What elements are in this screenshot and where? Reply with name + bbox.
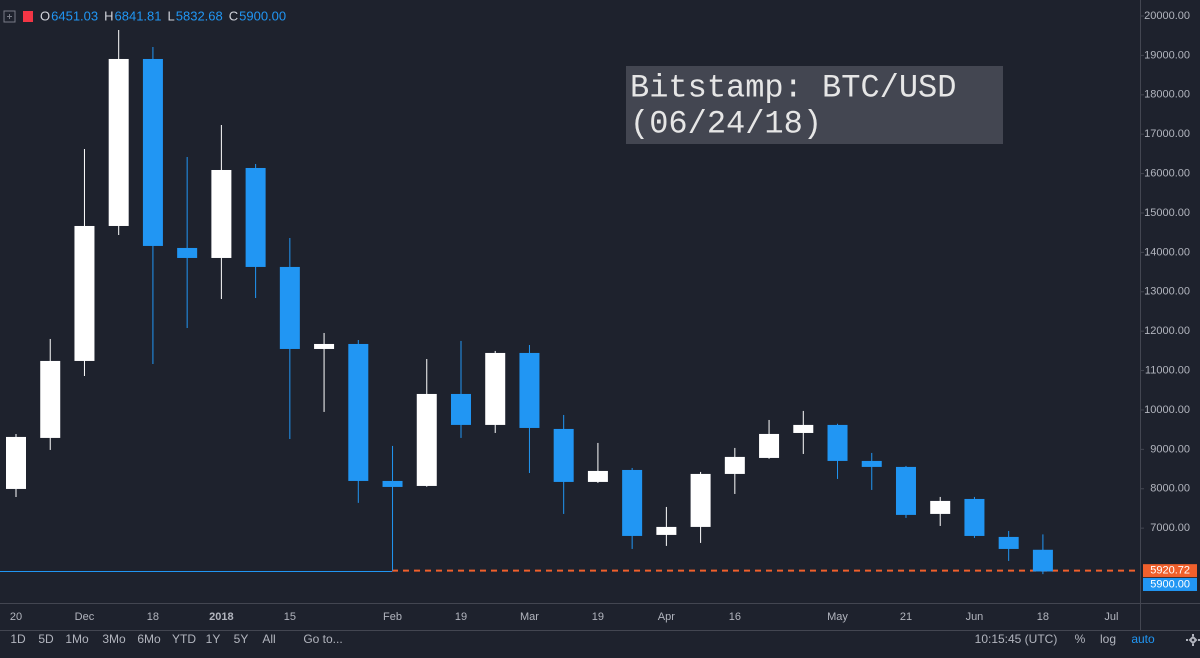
expand-icon-plus <box>7 14 12 19</box>
toolbar-button[interactable]: YTD <box>172 632 196 646</box>
y-tick-label: 9000.00 <box>1150 443 1190 455</box>
annotation-box <box>626 66 1003 144</box>
toolbar-button[interactable]: 1Y <box>206 632 221 646</box>
candle-body <box>177 247 198 258</box>
candle-body <box>553 428 574 482</box>
x-tick-label: 15 <box>284 611 296 623</box>
price-tag-label: 5920.72 <box>1150 565 1190 577</box>
candle-body <box>587 470 608 482</box>
candle-body <box>895 466 916 515</box>
y-tick-label: 20000.00 <box>1144 10 1190 22</box>
toolbar-button[interactable]: 1D <box>10 632 26 646</box>
y-tick-label: 10000.00 <box>1144 404 1190 416</box>
candle-body <box>108 58 129 226</box>
x-tick-label: May <box>827 611 848 623</box>
ohlc-value: 6841.81 <box>115 8 162 23</box>
candle-body <box>759 433 780 458</box>
y-tick-label: 12000.00 <box>1144 325 1190 337</box>
x-tick-label: 19 <box>455 611 467 623</box>
candle-body <box>519 352 540 428</box>
y-tick-label: 17000.00 <box>1144 128 1190 140</box>
candle-body <box>40 360 61 438</box>
candle-body <box>827 424 848 461</box>
candle-body <box>793 424 814 433</box>
x-tick-label: 18 <box>1037 611 1049 623</box>
candle-body <box>656 526 677 535</box>
candle-body <box>142 58 163 246</box>
y-tick-label: 15000.00 <box>1144 207 1190 219</box>
settings-icon[interactable] <box>1186 634 1200 646</box>
y-tick-label: 11000.00 <box>1145 364 1190 376</box>
price-tag <box>1143 564 1197 578</box>
candle-body <box>724 456 745 474</box>
x-tick-label: Dec <box>75 611 95 623</box>
candle-body <box>245 167 266 267</box>
toolbar-button[interactable]: 1Mo <box>65 632 89 646</box>
toolbar-button[interactable]: % <box>1075 632 1086 646</box>
candle-body <box>485 352 506 425</box>
flag-icon[interactable] <box>23 11 33 22</box>
toolbar-button[interactable]: 5Y <box>234 632 249 646</box>
toolbar-button[interactable]: 3Mo <box>102 632 126 646</box>
x-tick-label: 19 <box>592 611 604 623</box>
y-tick-label: 13000.00 <box>1144 286 1190 298</box>
annotation-text: Bitstamp: BTC/USD <box>630 69 956 106</box>
candle-body <box>998 536 1019 549</box>
x-tick-label: 21 <box>900 611 912 623</box>
candle-body <box>861 460 882 467</box>
ohlc-value: 5900.00 <box>239 8 286 23</box>
ohlc-label: C <box>229 8 238 23</box>
candle-body <box>450 393 471 425</box>
candle-body <box>348 343 369 481</box>
candle-body <box>964 498 985 536</box>
x-tick-label: Apr <box>658 611 675 623</box>
candle-body <box>622 469 643 536</box>
price-tag <box>1143 577 1197 591</box>
ohlc-value: 5832.68 <box>176 8 223 23</box>
x-tick-label: 2018 <box>209 611 233 623</box>
candle-body <box>279 266 300 349</box>
x-tick-label: Feb <box>383 611 402 623</box>
y-tick-label: 16000.00 <box>1144 167 1190 179</box>
toolbar-button[interactable]: log <box>1100 632 1116 646</box>
x-tick-label: Jul <box>1104 611 1118 623</box>
toolbar-button[interactable]: 5D <box>38 632 54 646</box>
candle-body <box>211 169 232 258</box>
candle-body <box>690 473 711 527</box>
x-tick-label: 16 <box>729 611 741 623</box>
y-tick-label: 19000.00 <box>1144 49 1190 61</box>
candle-body <box>930 500 951 514</box>
candle-body <box>74 225 95 361</box>
x-tick-label: Mar <box>520 611 539 623</box>
y-tick-label: 18000.00 <box>1144 89 1190 101</box>
candle-body <box>382 480 403 487</box>
ohlc-label: L <box>168 8 175 23</box>
ohlc-label: H <box>104 8 113 23</box>
candle-body <box>314 343 335 349</box>
candle-body <box>1032 549 1053 572</box>
y-tick-label: 14000.00 <box>1144 246 1190 258</box>
price-tag-label: 5900.00 <box>1150 578 1190 590</box>
toolbar-button[interactable]: All <box>262 632 275 646</box>
ohlc-value: 6451.03 <box>51 8 98 23</box>
annotation-text: (06/24/18) <box>630 105 822 142</box>
x-tick-label: 18 <box>147 611 159 623</box>
y-tick-label: 8000.00 <box>1150 483 1190 495</box>
x-tick-label: Jun <box>966 611 984 623</box>
x-tick-label: 20 <box>10 611 22 623</box>
toolbar-button[interactable]: auto <box>1131 632 1155 646</box>
toolbar-button: 10:15:45 (UTC) <box>975 632 1058 646</box>
expand-icon[interactable] <box>3 10 16 23</box>
toolbar-button[interactable]: 6Mo <box>137 632 161 646</box>
ohlc-label: O <box>40 8 50 23</box>
toolbar-button[interactable]: Go to... <box>303 632 342 646</box>
candle-body <box>416 393 437 486</box>
candle-body <box>6 436 26 489</box>
y-tick-label: 7000.00 <box>1150 522 1190 534</box>
